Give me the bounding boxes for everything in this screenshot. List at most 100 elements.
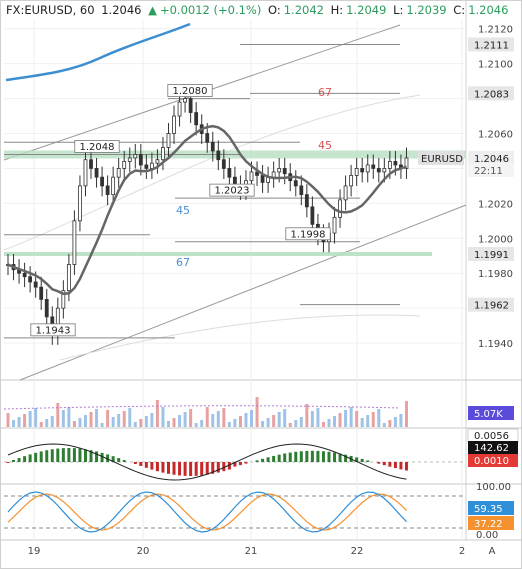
macd-bar [338, 453, 342, 462]
volume-bar [355, 411, 359, 427]
symbol-tag: EURUSD [421, 154, 463, 165]
tag-level-4-box [468, 297, 514, 312]
volume-bar [12, 420, 16, 427]
fib-67-top-label: 67 [318, 86, 332, 99]
candle-body [83, 159, 88, 187]
volume-bar [23, 414, 27, 427]
volume-bar [111, 417, 115, 427]
volume-bar [34, 408, 38, 427]
volume-bar [366, 415, 370, 427]
macd-bar [272, 455, 276, 462]
macd-bar [178, 462, 182, 476]
macd-bar [17, 458, 21, 462]
annotation-low-2: 1.1943 [30, 323, 76, 336]
macd-bar [106, 454, 110, 462]
candle-body [194, 112, 199, 126]
macd-bar [139, 462, 143, 466]
candle-body [44, 299, 49, 318]
volume-bar [255, 397, 259, 427]
macd-bar [122, 460, 126, 462]
volume-bar [6, 413, 10, 427]
candle-body [166, 133, 171, 148]
volume-bar [305, 404, 309, 427]
tag-last-price-box [468, 150, 514, 165]
channel-lower-line [19, 204, 467, 381]
tag-level-4: 1.1962 [474, 301, 509, 312]
macd-bar [172, 462, 176, 475]
candle-body [260, 175, 265, 183]
faint-channel-line [3, 94, 421, 251]
candle-body [277, 168, 282, 173]
macd-line [7, 443, 407, 481]
macd-tag-mid-box [468, 441, 518, 454]
volume-bar [399, 414, 403, 427]
last-price: 1.2046 [101, 3, 142, 17]
macd-bar [155, 462, 159, 472]
candle-body [183, 98, 187, 103]
volume-bar [377, 409, 381, 427]
time-axis-label: 20 [137, 546, 150, 557]
candle-body [365, 164, 370, 173]
volume-bar [266, 418, 270, 427]
candle-body [133, 154, 138, 159]
candle-body [155, 159, 160, 164]
volume-bar [371, 412, 375, 427]
candle-body [127, 157, 132, 162]
volume-bar [272, 415, 276, 427]
volume-bar [333, 416, 337, 427]
candle-body [343, 185, 348, 201]
blue-ma-line [5, 22, 191, 82]
candle-body [210, 141, 215, 152]
macd-bar [200, 462, 204, 476]
price-tick-label: 1.1940 [478, 339, 513, 350]
volume-bar [233, 419, 237, 427]
volume-bar [28, 411, 32, 427]
macd-bar [83, 449, 87, 462]
volume-bar [238, 416, 242, 427]
candle-body [111, 176, 116, 196]
candle-body [216, 150, 221, 161]
tag-countdown: 22:11 [474, 166, 503, 177]
macd-bar [261, 458, 265, 462]
volume-tag: 5.07K [474, 409, 503, 420]
annotation-mid-text: 1.2023 [215, 186, 250, 197]
volume-bar [89, 412, 93, 427]
candle-body [310, 206, 315, 225]
macd-bar [67, 448, 71, 462]
volume-bar [288, 423, 292, 427]
candle-body [387, 161, 392, 169]
volume-bar [95, 409, 99, 427]
volume-bar [200, 420, 204, 427]
volume-bar [150, 413, 154, 427]
volume-bar [172, 418, 176, 427]
volume-bar [166, 421, 170, 427]
stoch-tag-2: 37.22 [474, 519, 503, 530]
annotation-low-2-text: 1.1943 [36, 325, 71, 336]
tag-level-1: 1.2111 [474, 40, 509, 51]
candle-body [177, 101, 182, 117]
candle-body [116, 168, 121, 178]
volume-bar [117, 414, 121, 427]
macd-bar [205, 462, 209, 475]
macd-bar [321, 451, 325, 462]
open-value: 1.2042 [283, 3, 324, 17]
volume-bar [83, 415, 87, 427]
macd-bar [28, 454, 32, 462]
macd-bar [382, 462, 386, 466]
macd-bar [393, 462, 397, 469]
candle-body [22, 272, 27, 278]
tag-level-1-box [468, 37, 514, 52]
tag-last-price: 1.2046 [474, 154, 509, 165]
candle-body [149, 162, 154, 169]
candle-body [338, 199, 342, 218]
price-tick-label: 1.2020 [478, 199, 513, 210]
volume-bar [327, 419, 331, 427]
macd-bar [78, 448, 82, 462]
volume-bar [155, 400, 159, 427]
volume-bar [39, 422, 43, 427]
volume-bar [250, 410, 254, 427]
volume-bar [56, 403, 60, 427]
volume-bar [50, 416, 54, 427]
symbol-title[interactable]: FX:EURUSD, 60 [6, 3, 95, 17]
